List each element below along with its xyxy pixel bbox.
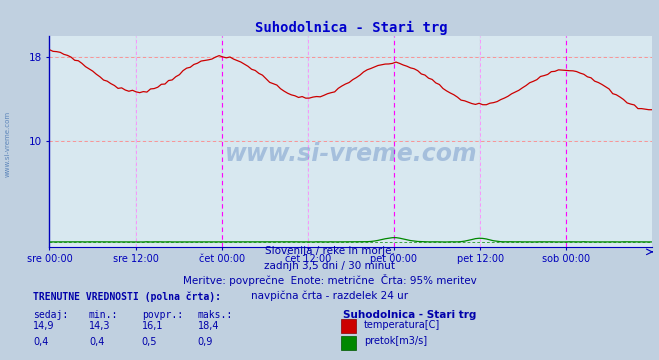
Text: 18,4: 18,4 [198, 321, 219, 332]
Text: 14,9: 14,9 [33, 321, 55, 332]
Text: maks.:: maks.: [198, 310, 233, 320]
Text: TRENUTNE VREDNOSTI (polna črta):: TRENUTNE VREDNOSTI (polna črta): [33, 291, 221, 302]
Title: Suhodolnica - Stari trg: Suhodolnica - Stari trg [254, 21, 447, 35]
Text: Suhodolnica - Stari trg: Suhodolnica - Stari trg [343, 310, 476, 320]
Text: 0,4: 0,4 [33, 337, 48, 347]
Text: 0,9: 0,9 [198, 337, 213, 347]
Text: Slovenija / reke in morje.: Slovenija / reke in morje. [264, 246, 395, 256]
Text: Meritve: povprečne  Enote: metrične  Črta: 95% meritev: Meritve: povprečne Enote: metrične Črta:… [183, 274, 476, 286]
Text: temperatura[C]: temperatura[C] [364, 320, 440, 330]
Text: sedaj:: sedaj: [33, 310, 68, 320]
Text: 0,5: 0,5 [142, 337, 158, 347]
Text: 14,3: 14,3 [89, 321, 111, 332]
Text: 16,1: 16,1 [142, 321, 163, 332]
Text: zadnjh 3,5 dni / 30 minut: zadnjh 3,5 dni / 30 minut [264, 261, 395, 271]
Text: min.:: min.: [89, 310, 119, 320]
Text: pretok[m3/s]: pretok[m3/s] [364, 336, 427, 346]
Text: www.si-vreme.com: www.si-vreme.com [225, 142, 477, 166]
Text: povpr.:: povpr.: [142, 310, 183, 320]
Text: www.si-vreme.com: www.si-vreme.com [5, 111, 11, 177]
Text: navpična črta - razdelek 24 ur: navpična črta - razdelek 24 ur [251, 290, 408, 301]
Text: 0,4: 0,4 [89, 337, 104, 347]
